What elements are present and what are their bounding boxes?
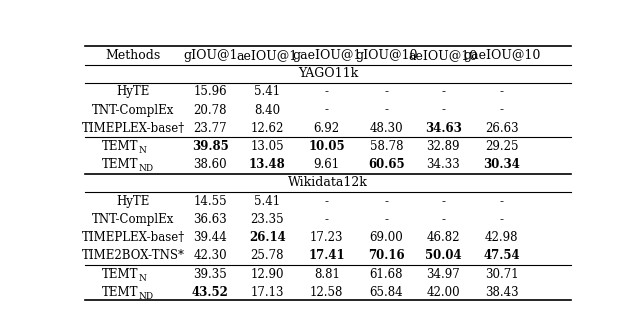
Text: 20.78: 20.78 (193, 104, 227, 117)
Text: -: - (384, 86, 388, 98)
Text: -: - (324, 86, 329, 98)
Text: 9.61: 9.61 (314, 158, 340, 171)
Text: 47.54: 47.54 (483, 249, 520, 262)
Text: ND: ND (139, 292, 154, 301)
Text: TNT-ComplEx: TNT-ComplEx (92, 104, 175, 117)
Text: -: - (384, 195, 388, 208)
Text: -: - (500, 86, 504, 98)
Text: 15.96: 15.96 (193, 86, 227, 98)
Text: -: - (324, 104, 329, 117)
Text: -: - (384, 104, 388, 117)
Text: 23.35: 23.35 (250, 213, 284, 226)
Text: 46.82: 46.82 (427, 231, 460, 244)
Text: 48.30: 48.30 (369, 122, 403, 135)
Text: 39.44: 39.44 (193, 231, 227, 244)
Text: TIMEPLEX-base†: TIMEPLEX-base† (82, 122, 185, 135)
Text: HyTE: HyTE (116, 195, 150, 208)
Text: 12.58: 12.58 (310, 286, 344, 299)
Text: 17.41: 17.41 (308, 249, 345, 262)
Text: 17.13: 17.13 (250, 286, 284, 299)
Text: TNT-ComplEx: TNT-ComplEx (92, 213, 175, 226)
Text: aeIOU@1: aeIOU@1 (237, 49, 298, 62)
Text: 36.63: 36.63 (193, 213, 227, 226)
Text: TEMT: TEMT (102, 158, 138, 171)
Text: 25.78: 25.78 (250, 249, 284, 262)
Text: N: N (139, 146, 147, 155)
Text: 34.97: 34.97 (426, 268, 460, 281)
Text: 8.40: 8.40 (254, 104, 280, 117)
Text: 12.62: 12.62 (250, 122, 284, 135)
Text: Wikidata12k: Wikidata12k (288, 177, 368, 190)
Text: 30.71: 30.71 (484, 268, 518, 281)
Text: 43.52: 43.52 (192, 286, 228, 299)
Text: TIME2BOX-TNS*: TIME2BOX-TNS* (82, 249, 185, 262)
Text: 32.89: 32.89 (427, 140, 460, 153)
Text: 5.41: 5.41 (254, 195, 280, 208)
Text: 50.04: 50.04 (425, 249, 461, 262)
Text: -: - (500, 213, 504, 226)
Text: 6.92: 6.92 (314, 122, 340, 135)
Text: gIOU@10: gIOU@10 (355, 49, 417, 62)
Text: Methods: Methods (106, 49, 161, 62)
Text: 60.65: 60.65 (368, 158, 404, 171)
Text: 61.68: 61.68 (369, 268, 403, 281)
Text: 58.78: 58.78 (369, 140, 403, 153)
Text: 39.85: 39.85 (192, 140, 228, 153)
Text: 39.35: 39.35 (193, 268, 227, 281)
Text: -: - (500, 195, 504, 208)
Text: HyTE: HyTE (116, 86, 150, 98)
Text: TEMT: TEMT (102, 286, 138, 299)
Text: gIOU@1: gIOU@1 (183, 49, 237, 62)
Text: 26.14: 26.14 (249, 231, 285, 244)
Text: gaeIOU@1: gaeIOU@1 (292, 49, 362, 62)
Text: 10.05: 10.05 (308, 140, 345, 153)
Text: 42.98: 42.98 (485, 231, 518, 244)
Text: 34.63: 34.63 (425, 122, 461, 135)
Text: 12.90: 12.90 (250, 268, 284, 281)
Text: aeIOU@10: aeIOU@10 (409, 49, 478, 62)
Text: -: - (324, 195, 329, 208)
Text: 42.30: 42.30 (193, 249, 227, 262)
Text: 26.63: 26.63 (484, 122, 518, 135)
Text: N: N (139, 273, 147, 283)
Text: TIMEPLEX-base†: TIMEPLEX-base† (82, 231, 185, 244)
Text: 42.00: 42.00 (426, 286, 460, 299)
Text: -: - (500, 104, 504, 117)
Text: 13.05: 13.05 (250, 140, 284, 153)
Text: 65.84: 65.84 (369, 286, 403, 299)
Text: 34.33: 34.33 (426, 158, 460, 171)
Text: -: - (324, 213, 329, 226)
Text: 13.48: 13.48 (249, 158, 285, 171)
Text: -: - (442, 195, 445, 208)
Text: 23.77: 23.77 (193, 122, 227, 135)
Text: -: - (384, 213, 388, 226)
Text: TEMT: TEMT (102, 268, 138, 281)
Text: 30.34: 30.34 (483, 158, 520, 171)
Text: 8.81: 8.81 (314, 268, 340, 281)
Text: -: - (442, 104, 445, 117)
Text: 70.16: 70.16 (368, 249, 404, 262)
Text: 17.23: 17.23 (310, 231, 344, 244)
Text: 29.25: 29.25 (485, 140, 518, 153)
Text: ND: ND (139, 164, 154, 173)
Text: 14.55: 14.55 (193, 195, 227, 208)
Text: gaeIOU@10: gaeIOU@10 (463, 49, 540, 62)
Text: 38.43: 38.43 (484, 286, 518, 299)
Text: TEMT: TEMT (102, 140, 138, 153)
Text: -: - (442, 86, 445, 98)
Text: 38.60: 38.60 (193, 158, 227, 171)
Text: YAGO11k: YAGO11k (298, 67, 358, 80)
Text: 69.00: 69.00 (369, 231, 403, 244)
Text: -: - (442, 213, 445, 226)
Text: 5.41: 5.41 (254, 86, 280, 98)
